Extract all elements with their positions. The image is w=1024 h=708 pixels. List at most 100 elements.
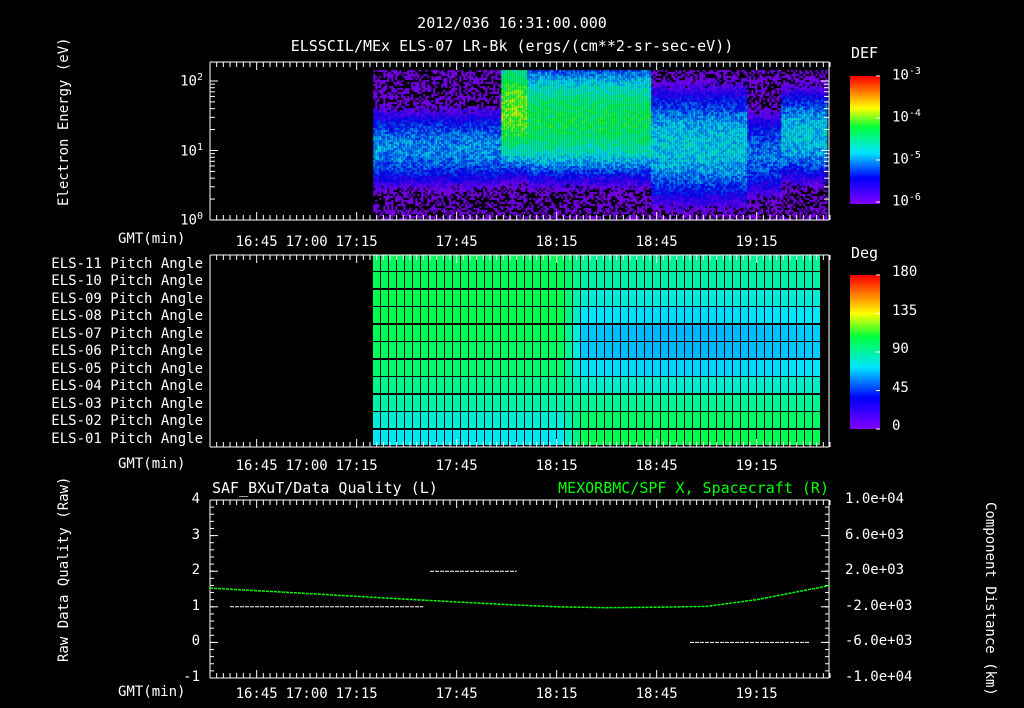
pitch-angle-cell xyxy=(573,429,581,446)
pitch-angle-cell xyxy=(509,289,517,306)
gmt-label-3: GMT(min) xyxy=(118,684,186,700)
pitch-angle-cell xyxy=(413,377,421,394)
pitch-angle-cell xyxy=(437,272,445,289)
pitch-angle-cell xyxy=(477,255,485,271)
pitch-angle-cell xyxy=(469,412,477,429)
pitch-angle-cell xyxy=(381,412,389,429)
pitch-angle-cell xyxy=(557,394,565,411)
pitch-angle-cell xyxy=(749,307,757,324)
def-colorbar-label: 10-5 xyxy=(892,150,921,168)
pitch-angle-cell xyxy=(437,359,445,376)
pitch-angle-cell xyxy=(765,307,773,324)
pitch-angle-cell xyxy=(621,412,629,429)
pitch-angle-cell xyxy=(749,324,757,341)
pitch-angle-cell xyxy=(453,272,461,289)
pitch-angle-cell xyxy=(661,429,669,446)
pitch-angle-cell xyxy=(637,289,645,306)
pitch-angle-cell xyxy=(749,289,757,306)
pitch-angle-cell xyxy=(805,429,813,446)
pitch-angle-cell xyxy=(389,377,397,394)
pitch-angle-cell xyxy=(509,394,517,411)
pitch-angle-cell xyxy=(533,429,541,446)
pitch-angle-cell xyxy=(429,272,437,289)
pitch-angle-cell xyxy=(757,377,765,394)
pitch-angle-cell xyxy=(805,359,813,376)
pitch-angle-cell xyxy=(789,342,797,359)
pitch-angle-cell xyxy=(477,342,485,359)
pitch-angle-cell xyxy=(397,394,405,411)
pitch-angle-cell xyxy=(613,289,621,306)
pitch-angle-cell xyxy=(589,429,597,446)
pitch-angle-cell xyxy=(421,429,429,446)
def-colorbar-label: 10-3 xyxy=(892,66,921,84)
pitch-angle-cell xyxy=(557,272,565,289)
pitch-angle-cell xyxy=(557,342,565,359)
pitch-angle-cell xyxy=(501,429,509,446)
pitch-angle-cell xyxy=(677,359,685,376)
pitch-angle-cell xyxy=(613,324,621,341)
pitch-angle-cell xyxy=(493,289,501,306)
pitch-angle-cell xyxy=(373,394,381,411)
pitch-angle-cell xyxy=(677,307,685,324)
pitch-angle-cell xyxy=(677,412,685,429)
pitch-angle-cell xyxy=(709,289,717,306)
pitch-angle-cell xyxy=(421,307,429,324)
pitch-angle-cell xyxy=(765,412,773,429)
pitch-angle-cell xyxy=(461,412,469,429)
time-tick-label: 19:15 xyxy=(735,686,778,702)
pitch-angle-cell xyxy=(637,359,645,376)
pitch-angle-cell xyxy=(693,289,701,306)
pitch-angle-cell xyxy=(517,429,525,446)
pitch-angle-cell xyxy=(597,359,605,376)
pitch-angle-cell xyxy=(805,324,813,341)
pitch-angle-cell xyxy=(493,394,501,411)
pitch-angle-cell xyxy=(645,429,653,446)
pitch-angle-cell xyxy=(373,307,381,324)
pitch-angle-cell xyxy=(789,359,797,376)
pitch-angle-cell xyxy=(501,307,509,324)
pitch-angle-cell xyxy=(429,429,437,446)
pitch-angle-cell xyxy=(445,394,453,411)
pitch-angle-cell xyxy=(805,272,813,289)
pitch-angle-cell xyxy=(725,412,733,429)
pitch-angle-cell xyxy=(797,324,805,341)
pitch-angle-cell xyxy=(429,394,437,411)
pitch-angle-cell xyxy=(381,272,389,289)
pitch-angle-cell xyxy=(661,324,669,341)
pitch-angle-cell xyxy=(741,359,749,376)
energy-tick-label: 101 xyxy=(180,141,203,160)
pitch-angle-cell xyxy=(565,272,573,289)
pitch-angle-cell xyxy=(581,342,589,359)
pitch-angle-cell xyxy=(533,394,541,411)
pitch-angle-cell xyxy=(605,255,613,271)
pitch-angle-cell xyxy=(477,429,485,446)
time-tick-label: 17:15 xyxy=(335,234,378,250)
pitch-angle-cell xyxy=(605,429,613,446)
pitch-angle-cell xyxy=(693,359,701,376)
pitch-angle-cell xyxy=(813,342,821,359)
pitch-angle-cell xyxy=(733,394,741,411)
pitch-angle-cell xyxy=(701,359,709,376)
pitch-angle-cell xyxy=(765,342,773,359)
pitch-angle-cell xyxy=(389,255,397,271)
pitch-angle-cell xyxy=(605,377,613,394)
pitch-angle-cell xyxy=(541,412,549,429)
time-tick-label: 19:15 xyxy=(735,234,778,250)
pitch-angle-cell xyxy=(629,359,637,376)
pitch-angle-cell xyxy=(765,255,773,271)
pitch-angle-cell xyxy=(581,272,589,289)
pitch-angle-cell xyxy=(773,255,781,271)
quality-tick-label: 0 xyxy=(191,633,200,650)
distance-tick-label: -1.0e+04 xyxy=(845,669,913,685)
pitch-angle-cell xyxy=(453,394,461,411)
pitch-angle-cell xyxy=(453,342,461,359)
pitch-angle-cell xyxy=(421,394,429,411)
pitch-angle-cell xyxy=(613,394,621,411)
pitch-angle-cell xyxy=(493,307,501,324)
pitch-angle-cell xyxy=(589,359,597,376)
pitch-angle-cell xyxy=(637,307,645,324)
pitch-angle-cell xyxy=(581,412,589,429)
pitch-angle-cell xyxy=(461,289,469,306)
pitch-angle-cell xyxy=(717,377,725,394)
pitch-angle-cell xyxy=(637,324,645,341)
